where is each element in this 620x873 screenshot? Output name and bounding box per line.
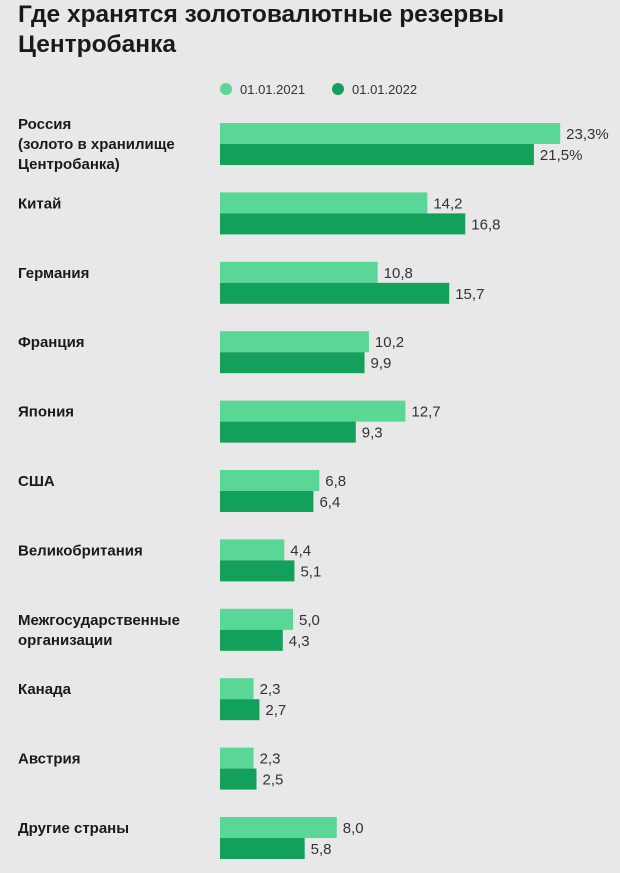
category-label-line: Китай [18,195,61,212]
category-label-line: Другие страны [18,820,129,837]
bar [220,331,369,353]
category-label-line: организации [18,632,112,649]
chart-title-line-1: Где хранятся золотовалютные резервы [18,1,505,28]
category-label: Япония [18,404,74,421]
chart-title: Где хранятся золотовалютные резервы Цент… [18,0,608,60]
bar [220,560,295,582]
category-label: Россия (золото в хранилище Центробанка) [18,116,175,173]
category-label: Великобритания [18,542,143,559]
bar-value-label: 5,8 [311,841,332,858]
bar [220,144,534,165]
bar-value-label: 23,3% [566,126,609,143]
bar [220,421,356,443]
bar-value-label: 5,0 [299,612,320,629]
bar [220,539,285,561]
legend-marker-2 [332,83,344,95]
bar-value-label: 4,4 [290,542,311,559]
bar-value-label: 4,3 [289,633,310,650]
category-label-line: Великобритания [18,542,143,559]
bar [220,470,320,491]
legend-label-1: 01.01.2021 [240,82,305,97]
bar-value-label: 12,7 [411,404,440,421]
bar [220,123,561,144]
category-label: Германия [18,265,89,282]
bar-value-label: 9,9 [371,355,392,372]
category-label: Межгосударственные организации [18,612,180,649]
bar-value-label: 9,3 [362,425,383,442]
category-label: Австрия [18,751,81,768]
category-label-line: Австрия [18,751,81,768]
bar [220,491,314,512]
category-label-line: Россия [18,116,71,133]
legend-label-2: 01.01.2022 [352,82,417,97]
category-label: Франция [18,334,85,351]
bar [220,608,293,630]
bar [220,768,257,790]
bar [220,678,254,700]
bar-value-label: 15,7 [455,286,484,303]
bar-value-label: 2,3 [260,681,281,698]
category-label: США [18,473,55,490]
bar-value-label: 10,2 [375,334,404,351]
bar [220,282,450,304]
category-label-line: США [18,473,55,490]
bar [220,838,305,859]
bar [220,261,378,283]
bar [220,699,260,721]
bar-value-label: 21,5% [540,147,583,164]
bar [220,213,466,235]
bar [220,352,365,374]
bar-value-label: 2,3 [260,751,281,768]
category-label: Другие страны [18,820,129,837]
bar [220,629,283,651]
bar-value-label: 6,4 [319,494,340,511]
category-label-line: Центробанка) [18,156,120,173]
category-label-line: (золото в хранилище [18,136,175,153]
category-label: Канада [18,681,72,698]
category-label-line: Франция [18,334,85,351]
bar [220,192,428,214]
category-label-line: Япония [18,404,74,421]
bar [220,817,337,838]
category-label-line: Германия [18,265,89,282]
bar [220,747,254,769]
bar-value-label: 5,1 [300,563,321,580]
bar-value-label: 16,8 [471,216,500,233]
bar [220,400,406,422]
category-label-line: Межгосударственные [18,612,180,629]
bar-value-label: 6,8 [325,473,346,490]
bar-value-label: 14,2 [433,195,462,212]
chart-title-line-2: Центробанка [18,31,176,58]
legend-marker-1 [220,83,232,95]
category-label: Китай [18,195,61,212]
bar-value-label: 2,7 [265,702,286,719]
bar-value-label: 8,0 [343,820,364,837]
category-label-line: Канада [18,681,72,698]
bar-value-label: 2,5 [263,772,284,789]
bar-value-label: 10,8 [384,265,413,282]
